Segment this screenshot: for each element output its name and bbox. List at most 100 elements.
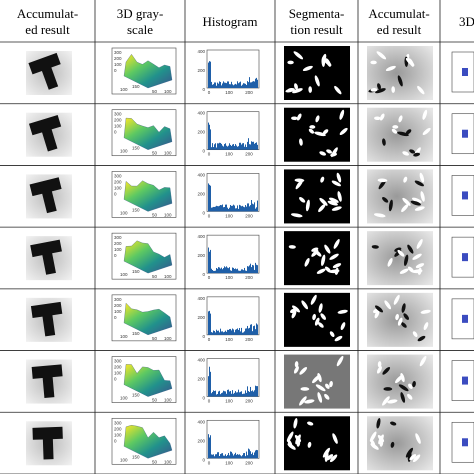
histogram-bar [224, 391, 225, 397]
cell-blob [329, 381, 333, 388]
histogram-bar [208, 311, 209, 335]
histogram-bar [242, 394, 243, 397]
histogram-bar [210, 61, 211, 88]
cell-blob [329, 253, 339, 260]
object-shape [32, 426, 63, 460]
histogram-bar [242, 269, 243, 274]
histogram-bar [226, 456, 227, 459]
histogram-bar [215, 332, 216, 335]
histogram-bar [209, 310, 210, 335]
cell-blob [337, 191, 342, 202]
column-header: tion result [290, 22, 343, 37]
histogram-bar [233, 329, 234, 335]
cell-blob [407, 266, 414, 273]
histogram-bar [242, 84, 243, 88]
y-tick-label: 100 [120, 149, 128, 154]
cell-blob [305, 199, 310, 212]
histogram-bar [232, 453, 233, 459]
z-tick-label: 300 [114, 235, 122, 240]
histogram-bar [232, 84, 233, 88]
histogram-bar [241, 456, 242, 459]
x-tick-label: 50 [152, 459, 158, 464]
histogram-bar [220, 81, 221, 88]
histogram-bar [253, 265, 254, 274]
histogram-bar [216, 454, 217, 459]
histogram-bar [249, 206, 250, 212]
cell-blob [398, 115, 403, 123]
cropped-surface [462, 376, 468, 385]
x-tick-label: 100 [164, 398, 172, 403]
histogram-bar [216, 85, 217, 88]
histogram-bar [243, 206, 244, 212]
y-tick-label: 400 [197, 358, 205, 363]
histogram-bar [222, 392, 223, 397]
histogram-bar [220, 205, 221, 212]
histogram-bar [256, 207, 257, 212]
histogram-bar [231, 393, 232, 397]
histogram-bar [223, 207, 224, 212]
histogram-bar [255, 78, 256, 88]
histogram-bar [248, 82, 249, 88]
histogram-bar [243, 83, 244, 88]
cell-blob [416, 239, 423, 249]
histogram-bar [220, 454, 221, 459]
column-header: Accumulat- [17, 6, 78, 21]
y-tick-label: 200 [197, 315, 205, 320]
column-header: Accumulat- [368, 6, 429, 21]
x-tick-label: 50 [152, 212, 158, 217]
histogram-bar [245, 205, 246, 212]
histogram-bar [216, 394, 217, 397]
histogram-bar [257, 144, 258, 150]
histogram-bar [228, 329, 229, 335]
histogram-bar [232, 144, 233, 150]
cell-blob [402, 151, 410, 156]
object-shape [31, 364, 63, 398]
cell-blob [373, 308, 379, 314]
histogram-bar [211, 207, 212, 212]
histogram-bar [237, 328, 238, 335]
histogram-bar [221, 453, 222, 459]
cell-blob [410, 200, 421, 206]
histogram-bar [219, 267, 220, 274]
cell-blob [334, 267, 339, 275]
histogram-bar [235, 144, 236, 150]
cell-blob [422, 109, 428, 120]
cell-blob [334, 85, 342, 95]
histogram-bar [214, 144, 215, 150]
histogram-bar [234, 392, 235, 397]
histogram-bar [236, 454, 237, 459]
histogram-bar [256, 386, 257, 397]
histogram-bar [217, 393, 218, 397]
cell-blob [293, 418, 298, 429]
histogram-bar [235, 83, 236, 88]
z-tick-label: 300 [114, 420, 122, 425]
x-tick-label: 100 [225, 275, 233, 280]
histogram-bar [248, 391, 249, 397]
cell-blob [402, 197, 411, 206]
histogram-bar [250, 205, 251, 212]
histogram-bar [233, 85, 234, 88]
z-tick-label: 200 [114, 241, 122, 246]
histogram-bar [224, 206, 225, 212]
cell-blob [299, 138, 303, 146]
cell-blob [382, 367, 391, 375]
histogram-bar [249, 265, 250, 274]
z-tick-label: 100 [114, 247, 122, 252]
histogram-frame [206, 419, 260, 459]
y-tick-label: 150 [132, 269, 140, 274]
z-tick-label: 300 [114, 359, 122, 364]
histogram-bar [247, 325, 248, 335]
z-tick-label: 300 [114, 50, 122, 55]
cell-blob [409, 454, 417, 461]
y-tick-label: 0 [202, 457, 205, 462]
histogram-bar [255, 329, 256, 335]
histogram-bar [211, 81, 212, 88]
histogram-bar [214, 270, 215, 274]
histogram-bar [217, 82, 218, 88]
y-tick-label: 0 [202, 87, 205, 92]
cell-blob [376, 51, 387, 60]
cell-blob [412, 454, 421, 463]
histogram-bar [242, 332, 243, 335]
